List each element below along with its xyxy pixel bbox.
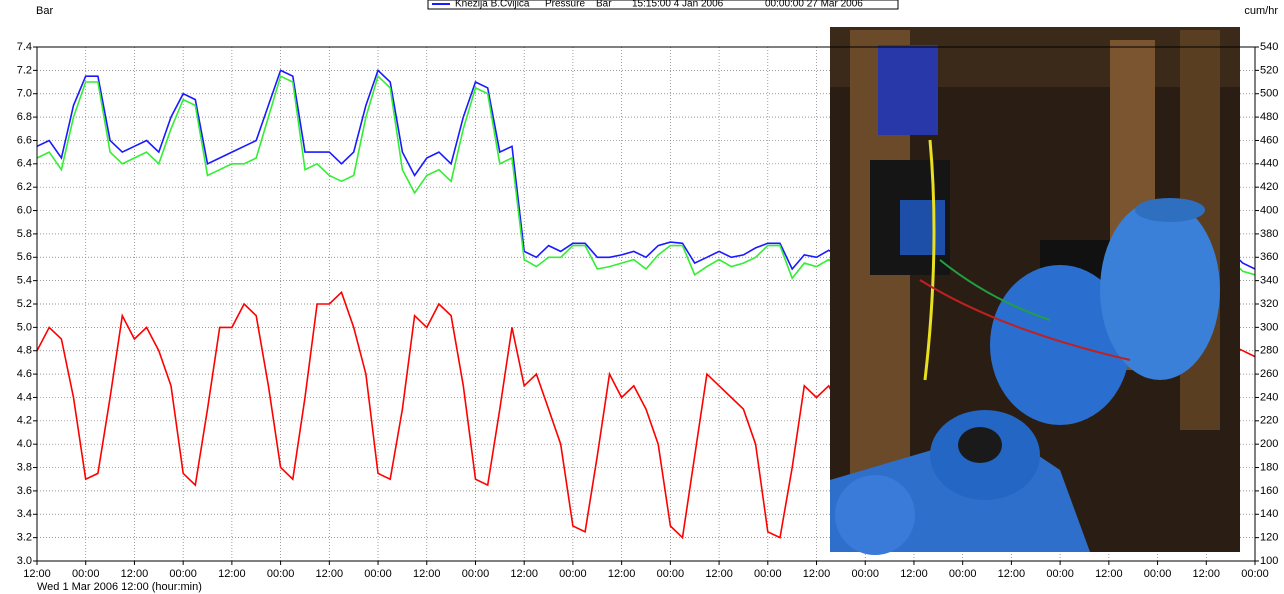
y2-tick-label: 260 bbox=[1260, 368, 1278, 380]
y2-tick-label: 140 bbox=[1260, 508, 1278, 520]
y-tick-label: 4.6 bbox=[17, 368, 32, 380]
x-tick-label: 00:00 bbox=[1241, 568, 1269, 580]
x-tick-label: 12:00 bbox=[900, 568, 928, 580]
legend-unit: Bar bbox=[596, 0, 612, 10]
y2-tick-label: 100 bbox=[1260, 555, 1278, 567]
y2-tick-label: 540 bbox=[1260, 41, 1278, 53]
x-tick-label: 12:00 bbox=[510, 568, 538, 580]
x-tick-label: 12:00 bbox=[121, 568, 149, 580]
y2-tick-label: 360 bbox=[1260, 251, 1278, 263]
legend-end: 00:00:00 27 Mar 2006 bbox=[765, 0, 863, 10]
y-tick-label: 7.2 bbox=[17, 64, 32, 76]
x-tick-label: 00:00 bbox=[1046, 568, 1074, 580]
y-tick-label: 3.6 bbox=[17, 485, 32, 497]
x-axis-label: Wed 1 Mar 2006 12:00 (hour:min) bbox=[37, 581, 202, 593]
photo-meter-cap bbox=[958, 427, 1002, 463]
x-tick-label: 12:00 bbox=[413, 568, 441, 580]
y-tick-label: 6.0 bbox=[17, 204, 32, 216]
legend-header: Knezija B.Cvijica Pressure Bar 15:15:00 … bbox=[428, 0, 898, 10]
y2-tick-label: 240 bbox=[1260, 391, 1278, 403]
y2-tick-label: 420 bbox=[1260, 181, 1278, 193]
y-tick-label: 5.8 bbox=[17, 228, 32, 240]
x-tick-label: 12:00 bbox=[1193, 568, 1221, 580]
y2-tick-label: 160 bbox=[1260, 485, 1278, 497]
y-tick-label: 4.0 bbox=[17, 438, 32, 450]
y2-tick-label: 380 bbox=[1260, 228, 1278, 240]
y-tick-label: 7.0 bbox=[17, 88, 32, 100]
photo-flange bbox=[835, 475, 915, 555]
x-tick-label: 00:00 bbox=[657, 568, 685, 580]
x-tick-label: 00:00 bbox=[754, 568, 782, 580]
photo-logger-panel bbox=[900, 200, 945, 255]
x-tick-label: 12:00 bbox=[608, 568, 636, 580]
y-tick-label: 5.2 bbox=[17, 298, 32, 310]
chart: Knezija B.Cvijica Pressure Bar 15:15:00 … bbox=[0, 0, 1284, 594]
y-axis-label: Bar bbox=[36, 5, 53, 17]
x-tick-label: 12:00 bbox=[803, 568, 831, 580]
photo-wheel bbox=[1135, 198, 1205, 222]
y2-tick-label: 340 bbox=[1260, 275, 1278, 287]
page: Knezija B.Cvijica Pressure Bar 15:15:00 … bbox=[0, 0, 1284, 594]
x-tick-label: 12:00 bbox=[705, 568, 733, 580]
y2-tick-label: 480 bbox=[1260, 111, 1278, 123]
y2-tick-label: 460 bbox=[1260, 134, 1278, 146]
x-tick-label: 12:00 bbox=[998, 568, 1026, 580]
photo-gate bbox=[1100, 200, 1220, 380]
y-tick-label: 6.2 bbox=[17, 181, 32, 193]
x-tick-label: 00:00 bbox=[949, 568, 977, 580]
y-tick-label: 3.2 bbox=[17, 532, 32, 544]
photo bbox=[830, 27, 1240, 555]
x-tick-label: 00:00 bbox=[462, 568, 490, 580]
y2-tick-label: 280 bbox=[1260, 345, 1278, 357]
x-tick-label: 12:00 bbox=[23, 568, 51, 580]
y2-tick-label: 440 bbox=[1260, 158, 1278, 170]
y2-tick-label: 120 bbox=[1260, 532, 1278, 544]
legend-param: Pressure bbox=[545, 0, 585, 10]
y2-tick-label: 320 bbox=[1260, 298, 1278, 310]
x-tick-label: 12:00 bbox=[218, 568, 246, 580]
y-tick-label: 6.4 bbox=[17, 158, 32, 170]
y-tick-label: 6.8 bbox=[17, 111, 32, 123]
y-tick-label: 4.4 bbox=[17, 391, 32, 403]
legend-start: 15:15:00 4 Jan 2006 bbox=[632, 0, 724, 10]
y-tick-label: 7.4 bbox=[17, 41, 32, 53]
y2-tick-label: 520 bbox=[1260, 64, 1278, 76]
y2-tick-label: 300 bbox=[1260, 321, 1278, 333]
y-tick-label: 4.2 bbox=[17, 415, 32, 427]
y2-tick-label: 400 bbox=[1260, 204, 1278, 216]
y2-tick-label: 200 bbox=[1260, 438, 1278, 450]
y2-tick-label: 220 bbox=[1260, 415, 1278, 427]
y-tick-label: 3.0 bbox=[17, 555, 32, 567]
y-tick-label: 5.4 bbox=[17, 275, 32, 287]
x-tick-label: 00:00 bbox=[1144, 568, 1172, 580]
x-tick-label: 12:00 bbox=[316, 568, 344, 580]
y-tick-label: 3.8 bbox=[17, 461, 32, 473]
x-tick-label: 00:00 bbox=[72, 568, 100, 580]
x-tick-label: 00:00 bbox=[851, 568, 879, 580]
photo-device bbox=[878, 45, 938, 135]
y-tick-label: 5.0 bbox=[17, 321, 32, 333]
x-tick-label: 00:00 bbox=[267, 568, 295, 580]
x-tick-label: 00:00 bbox=[559, 568, 587, 580]
x-tick-label: 00:00 bbox=[364, 568, 392, 580]
y2-tick-label: 180 bbox=[1260, 461, 1278, 473]
y-tick-label: 3.4 bbox=[17, 508, 32, 520]
y-tick-label: 4.8 bbox=[17, 345, 32, 357]
x-tick-label: 00:00 bbox=[169, 568, 197, 580]
y-tick-label: 5.6 bbox=[17, 251, 32, 263]
y2-axis-label: cum/hr bbox=[1244, 5, 1278, 17]
y2-tick-label: 500 bbox=[1260, 88, 1278, 100]
y-tick-label: 6.6 bbox=[17, 134, 32, 146]
x-tick-label: 12:00 bbox=[1095, 568, 1123, 580]
legend-site: Knezija B.Cvijica bbox=[455, 0, 530, 10]
